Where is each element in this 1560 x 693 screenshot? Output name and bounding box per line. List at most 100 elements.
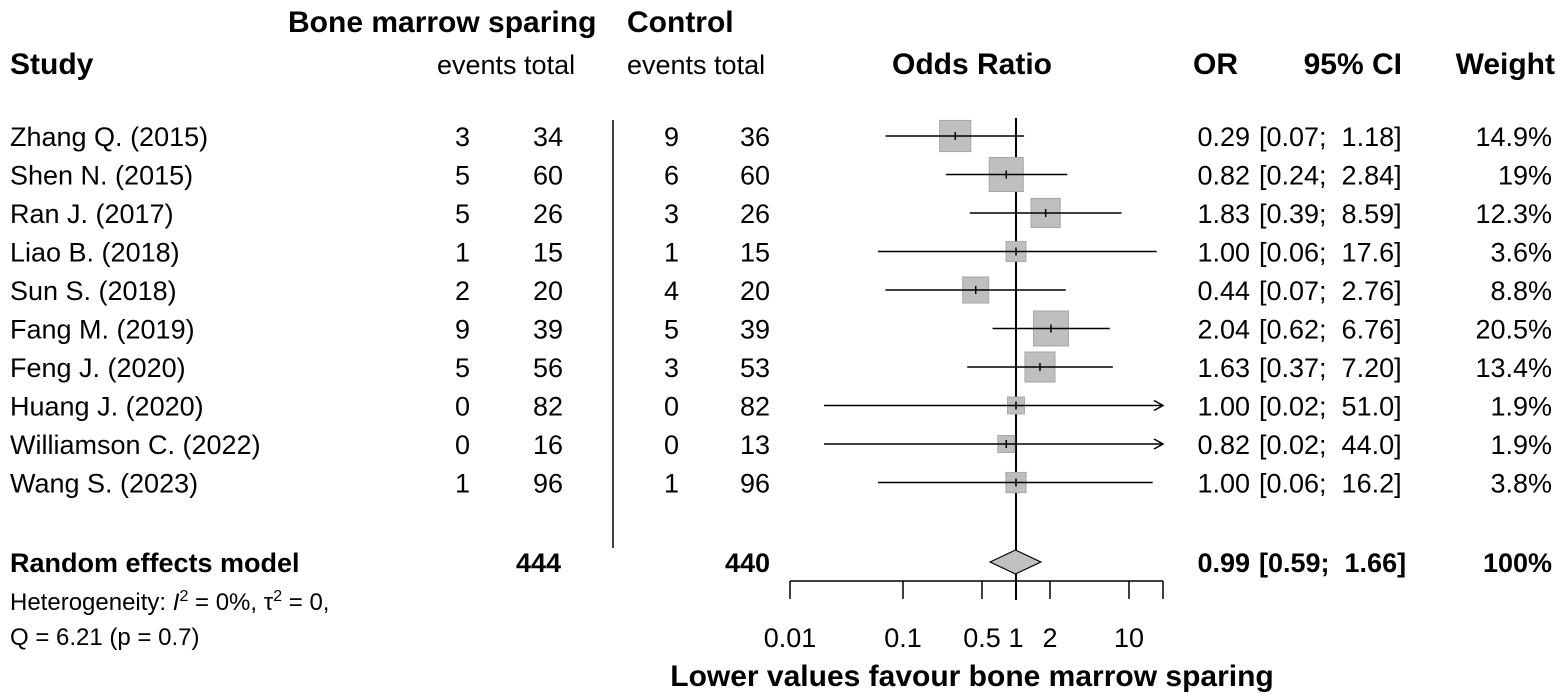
events-2: 9 (664, 122, 679, 152)
study-table-right: 0.29 [0.07; 1.18] 14.9% 0.82 [0.24; 2.84] 19%… (1197, 122, 1552, 499)
or-value: 0.82 (1197, 430, 1250, 460)
study-estimate (878, 242, 1157, 262)
ci-value: [0.24; 2.84] (1259, 161, 1402, 191)
x-axis: 0.01 0.1 0.5 1 2 10 (764, 581, 1163, 653)
total-2: 53 (740, 353, 770, 383)
study-estimate (993, 311, 1110, 346)
or-value: 0.44 (1197, 276, 1250, 306)
weight-value: 8.8% (1490, 276, 1552, 306)
study-estimate (885, 277, 1065, 303)
or-value: 2.04 (1197, 315, 1250, 345)
weight-value: 1.9% (1490, 430, 1552, 460)
summary-or: 0.99 (1197, 548, 1250, 578)
events-1: 0 (455, 392, 470, 422)
total-1: 82 (533, 392, 563, 422)
x-tick-label: 0.01 (764, 623, 817, 653)
events-2: 5 (664, 315, 679, 345)
events-2: 3 (664, 199, 679, 229)
events-1: 5 (455, 199, 470, 229)
summary-diamond (990, 550, 1041, 574)
summary-total2: 440 (725, 548, 770, 578)
ci-value: [0.07; 2.76] (1259, 276, 1402, 306)
group1-title: Bone marrow sparing (288, 6, 596, 39)
events-2: 0 (664, 430, 679, 460)
plot-area: 0.01 0.1 0.5 1 2 10 (764, 118, 1163, 653)
study-estimate (967, 352, 1113, 382)
total-1: 15 (533, 238, 563, 268)
total-2: 96 (740, 469, 770, 499)
weight-value: 20.5% (1475, 315, 1552, 345)
study-name: Shen N. (2015) (10, 161, 193, 191)
study-estimate (824, 397, 1163, 414)
ci-value: [0.62; 6.76] (1259, 315, 1402, 345)
study-name: Huang J. (2020) (10, 392, 204, 422)
summary-total1: 444 (516, 548, 561, 578)
study-name: Liao B. (2018) (10, 238, 180, 268)
events-1: 5 (455, 353, 470, 383)
study-name: Zhang Q. (2015) (10, 122, 208, 152)
ci-value: [0.06; 16.2] (1259, 469, 1402, 499)
or-header: OR (1193, 48, 1238, 81)
total-2: 15 (740, 238, 770, 268)
study-name: Sun S. (2018) (10, 276, 177, 306)
total-2: 13 (740, 430, 770, 460)
x-tick-label: 1 (1008, 623, 1023, 653)
events-2: 1 (664, 469, 679, 499)
ci-value: [0.39; 8.59] (1259, 199, 1402, 229)
weight-value: 13.4% (1475, 353, 1552, 383)
events-1: 5 (455, 161, 470, 191)
ci-value: [0.02; 44.0] (1259, 430, 1402, 460)
weight-value: 3.6% (1490, 238, 1552, 268)
group2-title: Control (627, 6, 734, 39)
total-1: 96 (533, 469, 563, 499)
weight-value: 3.8% (1490, 469, 1552, 499)
total-2: 36 (740, 122, 770, 152)
total-1: 56 (533, 353, 563, 383)
or-value: 0.29 (1197, 122, 1250, 152)
study-estimate (878, 472, 1153, 492)
study-name: Feng J. (2020) (10, 353, 186, 383)
total-1: 16 (533, 430, 563, 460)
or-value: 1.63 (1197, 353, 1250, 383)
weight-value: 12.3% (1475, 199, 1552, 229)
total-1: 60 (533, 161, 563, 191)
summary-ci: [0.59; 1.66] (1259, 548, 1406, 578)
total-2: 39 (740, 315, 770, 345)
ci-header: 95% CI (1304, 48, 1402, 81)
summary-weight: 100% (1483, 548, 1552, 578)
study-name: Ran J. (2017) (10, 199, 174, 229)
or-value: 1.00 (1197, 392, 1250, 422)
events-1: 9 (455, 315, 470, 345)
weight-header: Weight (1456, 48, 1555, 81)
events-1: 0 (455, 430, 470, 460)
events-total-header-1: events total (437, 50, 575, 80)
events-2: 3 (664, 353, 679, 383)
or-value: 0.82 (1197, 161, 1250, 191)
events-2: 1 (664, 238, 679, 268)
total-1: 39 (533, 315, 563, 345)
study-name: Wang S. (2023) (10, 469, 198, 499)
x-tick-label: 0.1 (884, 623, 922, 653)
study-estimate (824, 436, 1163, 453)
events-2: 0 (664, 392, 679, 422)
heterogeneity-line1: Heterogeneity: I2 = 0%, τ2 = 0, (10, 588, 329, 616)
ci-value: [0.02; 51.0] (1259, 392, 1402, 422)
total-1: 20 (533, 276, 563, 306)
total-1: 34 (533, 122, 563, 152)
summary-label: Random effects model (10, 548, 300, 578)
events-total-header-2: events total (627, 50, 765, 80)
x-axis-label: Lower values favour bone marrow sparing (670, 660, 1274, 693)
weight-value: 19% (1498, 161, 1552, 191)
ci-value: [0.37; 7.20] (1259, 353, 1402, 383)
events-1: 3 (455, 122, 470, 152)
events-1: 2 (455, 276, 470, 306)
events-2: 6 (664, 161, 679, 191)
total-2: 60 (740, 161, 770, 191)
or-value: 1.83 (1197, 199, 1250, 229)
x-tick-label: 0.5 (963, 623, 1001, 653)
study-estimate (885, 120, 1024, 151)
study-estimate (970, 198, 1122, 227)
ci-value: [0.07; 1.18] (1259, 122, 1402, 152)
